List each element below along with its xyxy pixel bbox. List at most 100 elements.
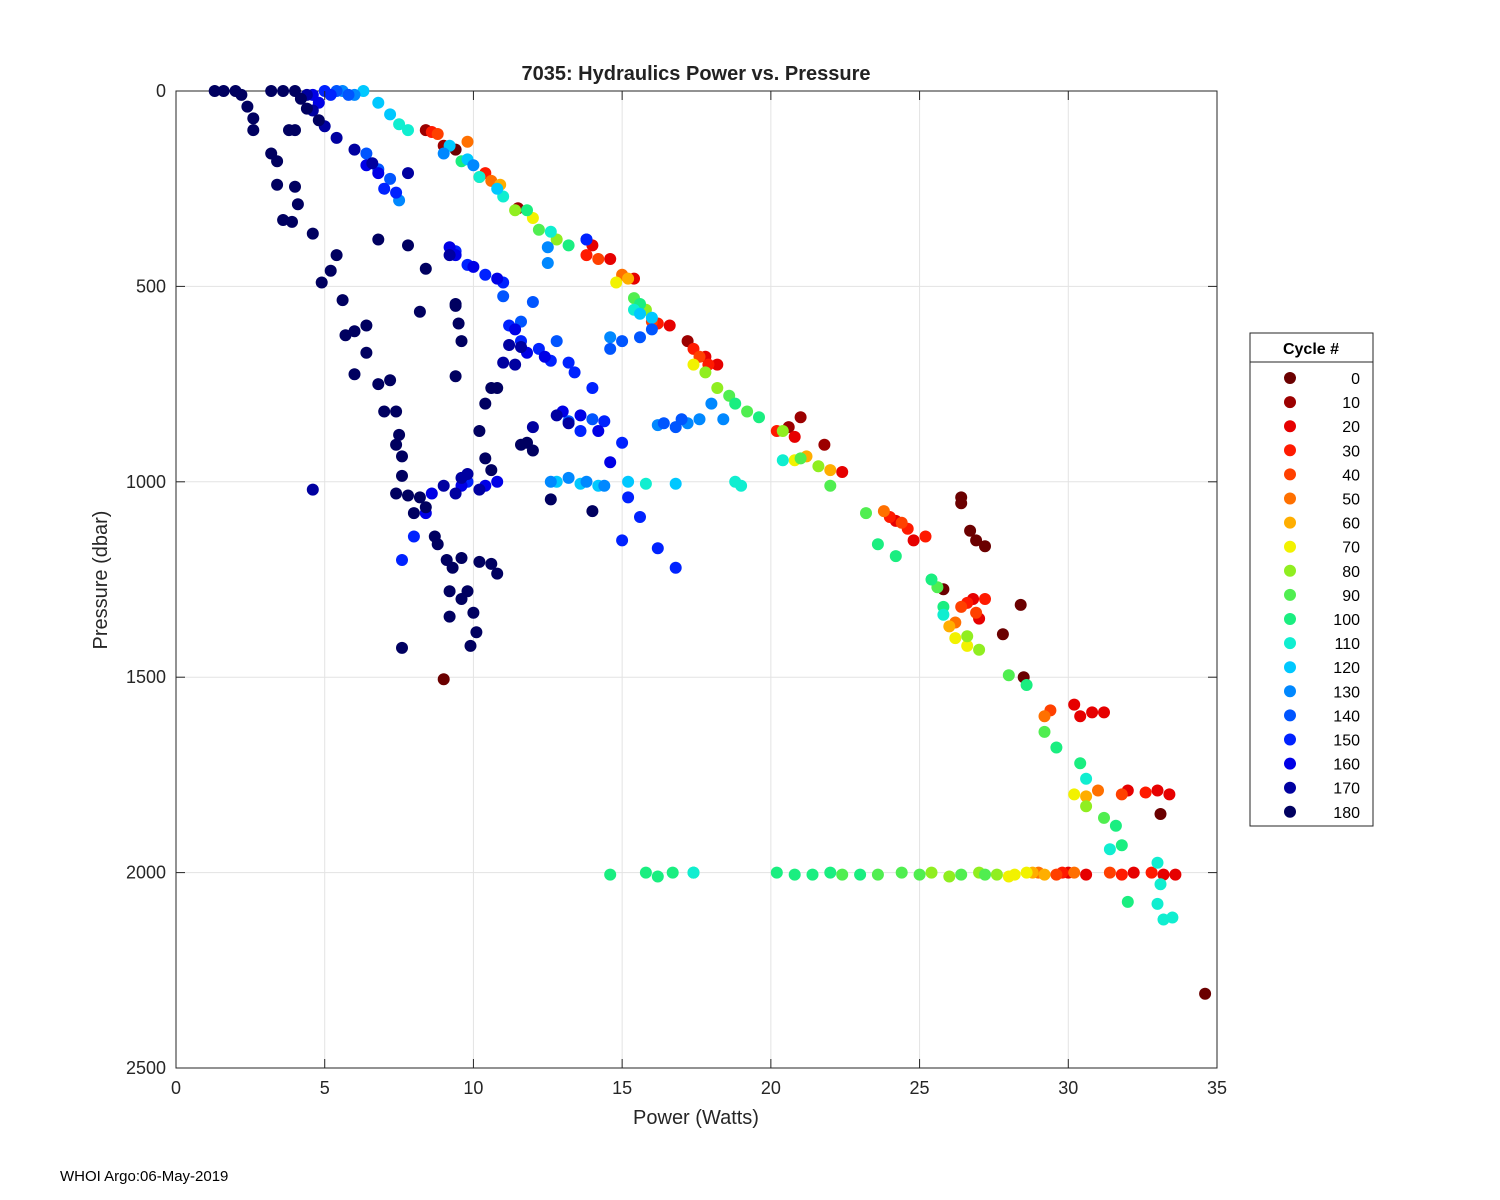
data-point-cycle-180 [372,233,385,246]
data-point-cycle-20 [1086,706,1099,719]
data-point-cycle-20 [604,253,617,265]
data-point-cycle-120 [491,182,504,195]
data-point-cycle-0 [1014,598,1027,611]
data-point-cycle-20 [1080,868,1093,881]
legend-entries: 0 10 20 30 40 50 60 70 80 90 100 110 120 130 140 150 160… [1284,371,1360,822]
data-point-cycle-110 [687,866,700,879]
data-point-cycle-150 [574,425,587,437]
data-point-cycle-160 [604,456,617,469]
data-point-cycle-100 [562,239,575,252]
data-point-cycle-180 [289,180,301,193]
data-point-cycle-0 [964,524,977,537]
y-tick-label: 2000 [126,863,166,883]
data-point-cycle-70 [610,276,623,289]
data-point-cycle-150 [586,382,599,394]
data-point-cycle-180 [348,325,361,338]
data-point-cycle-140 [360,147,373,160]
legend-label: 20 [1342,419,1360,436]
data-point-cycle-70 [1020,866,1033,879]
x-tick-label: 0 [171,1078,181,1098]
data-point-cycle-180 [443,585,456,598]
data-point-cycle-180 [402,239,414,252]
data-point-cycle-180 [372,378,385,391]
data-point-cycle-180 [390,487,403,500]
data-point-cycle-0 [437,673,450,686]
data-point-cycle-180 [402,489,414,502]
legend-marker [1284,468,1296,481]
data-point-cycle-180 [360,346,373,359]
data-point-cycle-180 [396,641,408,654]
data-point-cycle-180 [324,264,337,277]
data-point-cycle-180 [247,124,260,137]
data-point-cycle-150 [396,554,408,566]
data-point-cycle-80 [812,460,825,473]
data-point-cycle-170 [461,468,474,480]
data-point-cycle-170 [497,356,510,369]
data-point-cycle-40 [895,516,908,529]
data-point-cycle-20 [663,319,676,332]
legend-marker [1284,733,1296,746]
data-point-cycle-100 [889,550,902,563]
data-point-cycle-180 [291,198,304,211]
data-point-cycle-80 [925,866,938,879]
data-point-cycle-180 [419,501,432,514]
data-point-cycle-90 [1002,669,1015,682]
data-point-cycle-110 [1080,772,1093,785]
data-point-cycle-0 [955,497,968,510]
data-point-cycle-60 [622,272,635,285]
data-point-cycle-170 [402,167,414,180]
y-tick-label: 0 [156,81,166,101]
data-point-cycle-90 [860,507,872,520]
axes-box [175,90,1218,1069]
data-point-cycle-130 [580,475,593,488]
data-point-cycle-40 [1103,866,1116,879]
data-point-cycle-180 [235,88,248,101]
x-tick-label: 25 [910,1078,930,1098]
data-point-cycle-100 [604,868,617,881]
data-point-cycle-120 [634,307,646,320]
data-point-cycle-180 [217,85,230,97]
legend-label: 30 [1342,443,1360,460]
data-point-cycle-70 [1068,788,1081,801]
data-point-cycle-20 [1157,868,1170,881]
data-point-cycle-130 [598,479,611,492]
data-point-cycle-110 [1154,878,1167,891]
data-point-cycle-150 [598,415,611,428]
data-point-cycle-100 [925,573,938,586]
data-point-cycle-180 [283,124,295,137]
data-point-cycle-180 [443,610,456,623]
data-point-cycle-90 [955,868,968,881]
y-tick-label: 1000 [126,472,166,492]
legend-label: 40 [1342,467,1360,484]
data-point-cycle-110 [1103,843,1116,856]
data-point-cycle-170 [473,483,486,496]
data-point-cycle-100 [871,538,884,551]
data-point-cycle-90 [741,405,754,418]
data-point-cycle-180 [306,227,319,240]
data-point-cycle-180 [271,178,284,191]
x-axis-label: Power (Watts) [633,1107,759,1129]
data-point-cycle-180 [241,100,254,113]
data-point-cycle-180 [315,276,328,289]
legend-label: 70 [1342,540,1360,557]
data-point-cycle-170 [330,131,343,144]
data-point-cycle-90 [1038,725,1051,738]
data-point-cycle-0 [1154,808,1167,820]
data-point-cycle-80 [699,366,712,379]
legend-label: 170 [1333,781,1360,798]
data-point-cycle-100 [666,866,679,879]
data-point-cycle-140 [586,413,599,426]
data-point-cycle-180 [461,585,474,598]
data-point-cycle-110 [393,118,406,131]
data-point-cycle-180 [247,112,260,125]
chart-title: 7035: Hydraulics Power vs. Pressure [521,63,870,85]
data-point-cycle-180 [271,155,284,168]
data-point-cycle-120 [645,311,658,324]
data-point-cycle-180 [544,493,557,506]
data-point-cycle-170 [503,339,516,351]
axis-ticks: 0 5 10 15 20 25 30 35 0 500 1000 1500 2000 2500 [126,81,1227,1098]
data-point-cycle-170 [562,417,575,430]
data-point-cycle-180 [360,319,373,332]
data-point-cycle-130 [541,241,554,254]
